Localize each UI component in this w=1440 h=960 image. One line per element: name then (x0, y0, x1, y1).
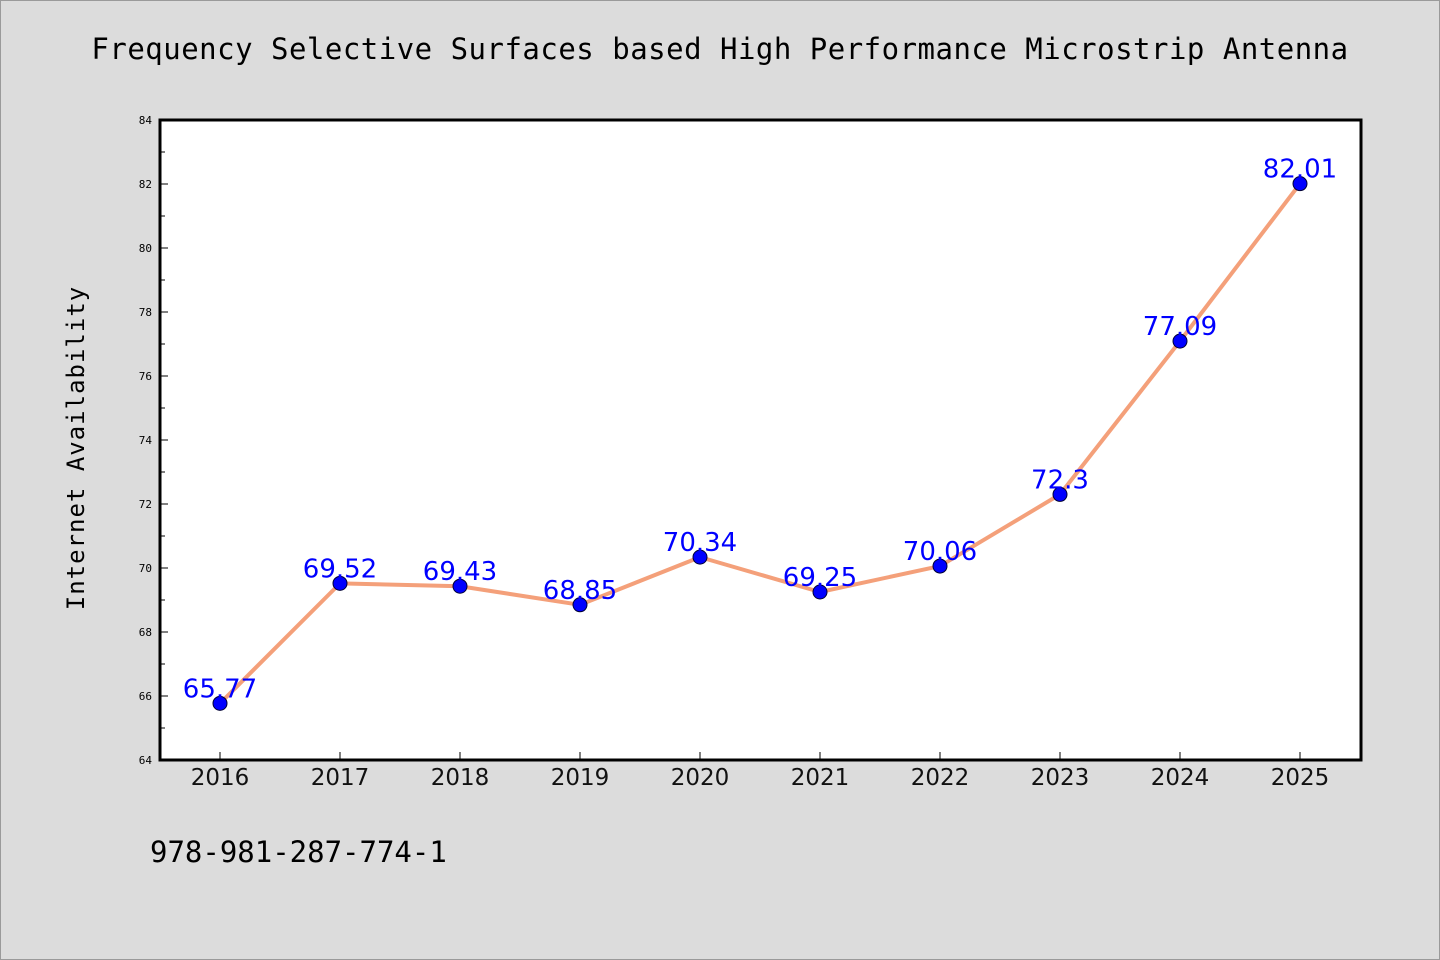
chart-title: Frequency Selective Surfaces based High … (91, 32, 1349, 66)
data-label: 68.85 (543, 576, 617, 606)
data-label: 69.43 (423, 557, 497, 587)
series-line (218, 181, 1302, 706)
y-tick-label: 74 (139, 434, 153, 447)
data-label: 69.25 (783, 563, 857, 593)
data-point (812, 584, 828, 600)
y-tick-label: 64 (139, 754, 153, 767)
series-layer (212, 176, 1308, 711)
y-tick-label: 84 (139, 114, 153, 127)
y-tick-label: 78 (139, 306, 152, 319)
x-tick-label: 2020 (671, 765, 730, 791)
data-point (1292, 176, 1308, 192)
data-point (452, 578, 468, 594)
x-tick-label: 2022 (911, 765, 970, 791)
x-tick-label: 2018 (431, 765, 490, 791)
y-tick-label: 80 (139, 242, 152, 255)
data-label: 72.3 (1031, 465, 1089, 495)
x-tick-label: 2023 (1031, 765, 1090, 791)
y-tick-label: 72 (139, 498, 152, 511)
data-labels: 65.77 69.52 69.43 68.85 70.34 69.25 70.06 72.3 7… (183, 155, 1337, 705)
data-point (332, 575, 348, 591)
data-point (1172, 333, 1188, 349)
data-point (572, 597, 588, 613)
data-point (692, 549, 708, 565)
x-tick-label: 2016 (191, 765, 250, 791)
x-tick-label: 2019 (551, 765, 610, 791)
y-tick-label: 82 (139, 178, 152, 191)
plot-area (158, 118, 1363, 762)
y-tick-label: 70 (139, 562, 152, 575)
y-axis-ticks: 64 66 68 70 72 74 76 78 80 82 84 (139, 114, 168, 767)
y-tick-label: 66 (139, 690, 152, 703)
isbn-footer: 978-981-287-774-1 (150, 835, 447, 869)
y-tick-label: 68 (139, 626, 152, 639)
data-label: 65.77 (183, 674, 257, 704)
data-label: 70.34 (663, 528, 737, 558)
y-tick-label: 76 (139, 370, 152, 383)
x-tick-label: 2021 (791, 765, 850, 791)
data-point (212, 695, 228, 711)
data-label: 82.01 (1263, 155, 1337, 185)
data-point (932, 558, 948, 574)
data-point (1052, 486, 1068, 502)
x-tick-label: 2024 (1151, 765, 1210, 791)
x-axis-ticks: 2016 2017 2018 2019 2020 2021 2022 2023 2024 2025 (191, 752, 1330, 791)
x-tick-label: 2017 (311, 765, 370, 791)
data-label: 77.09 (1143, 312, 1217, 342)
x-tick-label: 2025 (1271, 765, 1330, 791)
data-label: 69.52 (303, 554, 377, 584)
data-label: 70.06 (903, 537, 977, 567)
